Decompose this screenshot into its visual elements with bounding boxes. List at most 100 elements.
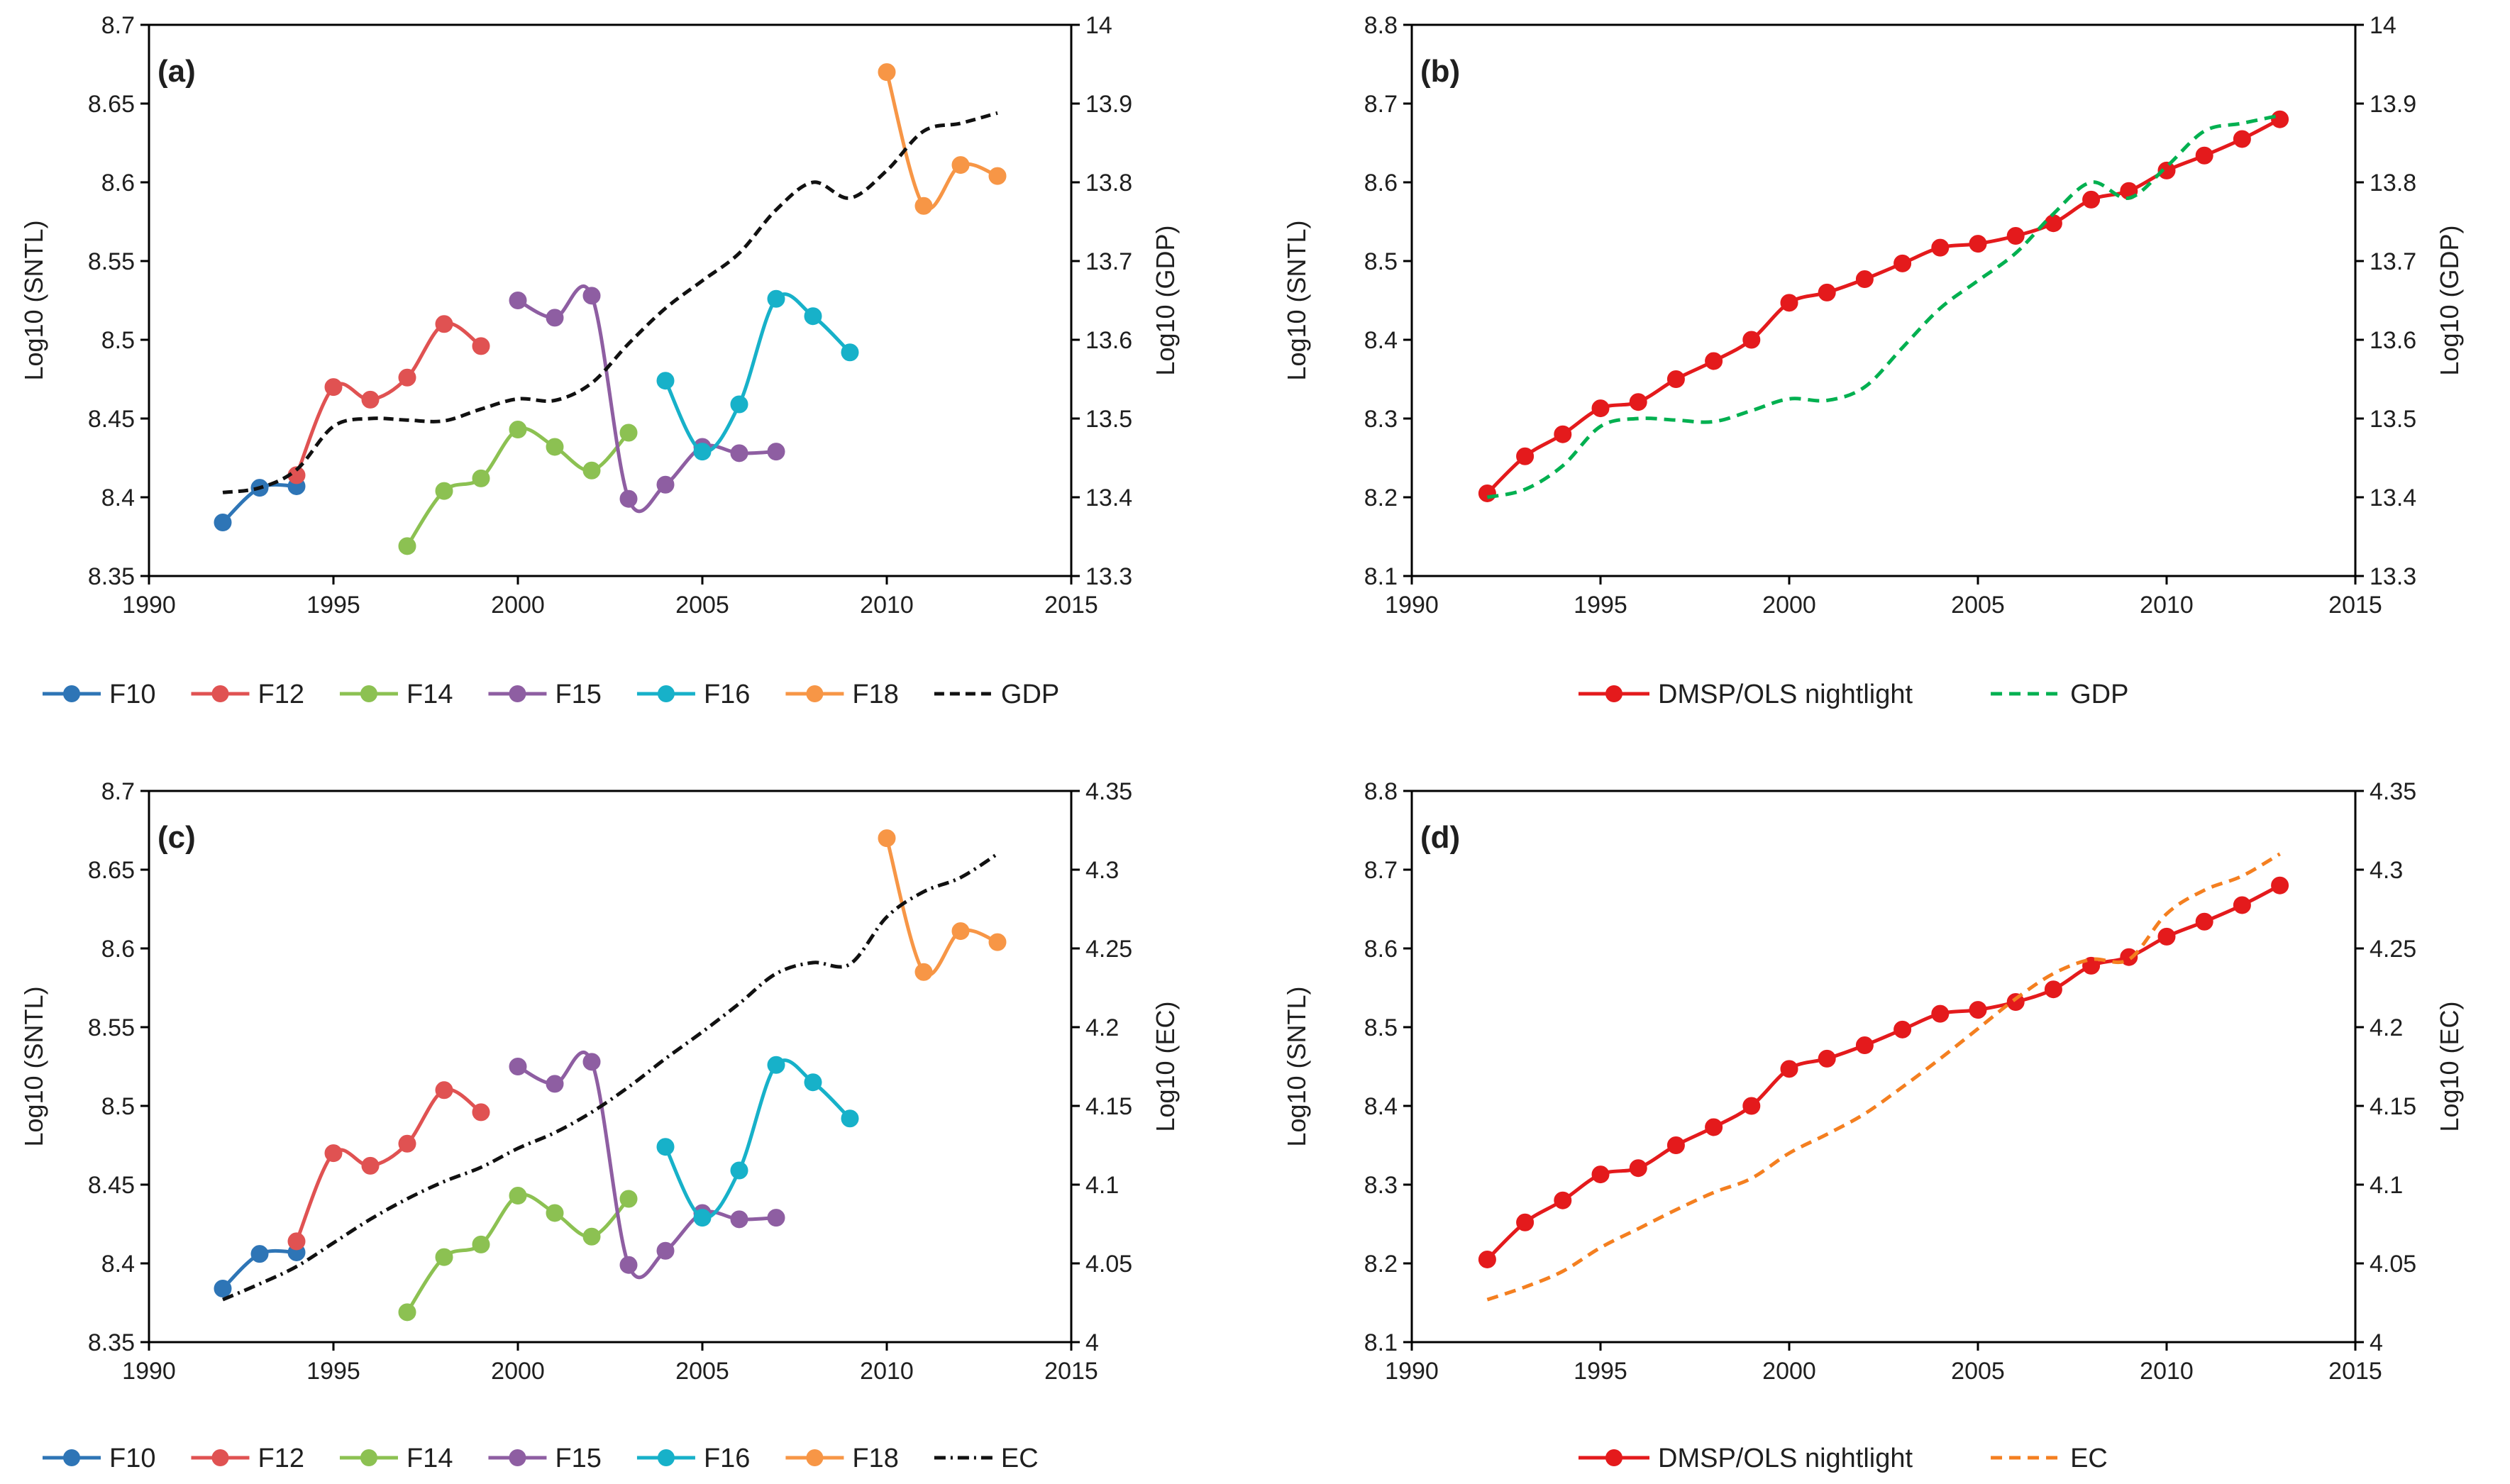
data-point: [546, 1075, 564, 1093]
y-tick-label: 8.45: [88, 1172, 135, 1199]
y-tick-label: 8.8: [1364, 12, 1398, 39]
data-point: [767, 1209, 785, 1227]
data-point: [914, 963, 933, 981]
legend-item-f15: F15: [488, 680, 602, 709]
data-point: [582, 1227, 601, 1246]
x-tick-label: 2015: [2328, 1358, 2382, 1385]
series-f16: [656, 289, 859, 461]
data-point: [582, 1053, 601, 1071]
y-tick-label: 8.4: [101, 1251, 135, 1278]
series-f12: [287, 315, 490, 484]
x-tick-label: 2005: [1951, 1358, 2005, 1385]
legend-item-f12: F12: [191, 680, 304, 709]
data-point: [1818, 1049, 1836, 1068]
y-axis-title: Log10 (SNTL): [19, 220, 48, 380]
y2-tick-label: 4.05: [2370, 1251, 2416, 1278]
y2-tick-label: 4: [1085, 1329, 1099, 1356]
x-tick-label: 2015: [1044, 592, 1098, 619]
series-line: [885, 71, 998, 211]
data-point: [841, 343, 859, 362]
series-line: [222, 111, 998, 494]
x-tick-label: 2010: [860, 592, 914, 619]
chart-panel-d: 1990 1995 2000 2005 2010 2015 8.1 8.2 8.3 8.4 8.5 8…: [1282, 778, 2464, 1473]
y-tick-label: 8.65: [88, 91, 135, 118]
series-line: [1486, 883, 2281, 1261]
legend-label: F14: [407, 680, 453, 709]
data-point: [1855, 270, 1874, 289]
data-point: [878, 63, 896, 82]
data-point: [1893, 1020, 1912, 1039]
y2-tick-label: 4.35: [2370, 778, 2416, 805]
data-point: [546, 309, 564, 327]
series-line: [294, 1087, 482, 1242]
series-f15: [509, 1051, 785, 1280]
data-point: [546, 1204, 564, 1222]
legend-item-f18: F18: [785, 680, 899, 709]
legend-label: F12: [258, 1444, 304, 1473]
y-axis-title: Log10 (SNTL): [19, 986, 48, 1146]
data-point: [1931, 238, 1950, 257]
data-point: [1554, 1191, 1572, 1209]
legend-label: F14: [407, 1444, 453, 1473]
data-point: [656, 1241, 675, 1260]
y2-tick-label: 13.6: [2370, 327, 2416, 354]
data-point: [1742, 1097, 1761, 1115]
series-line: [1486, 852, 2281, 1302]
legend-marker: [806, 1449, 824, 1466]
legend-item-f10: F10: [43, 1444, 155, 1473]
y2-tick-label: 4.15: [2370, 1093, 2416, 1120]
y-tick-label: 8.2: [1364, 484, 1398, 511]
data-point: [509, 292, 527, 309]
y2-tick-label: 13.8: [2370, 170, 2416, 196]
legend-item-gdp: GDP: [1991, 680, 2128, 709]
y-tick-label: 8.1: [1364, 563, 1398, 590]
legend-label: DMSP/OLS nightlight: [1658, 1444, 1913, 1473]
y2-tick-label: 13.9: [2370, 91, 2416, 118]
data-point: [2233, 130, 2251, 148]
data-point: [1591, 1165, 1610, 1184]
y2-tick-label: 14: [1085, 12, 1112, 39]
data-point: [435, 315, 453, 333]
data-point: [582, 287, 601, 305]
legend-item-f10: F10: [43, 680, 155, 709]
data-point: [361, 1156, 380, 1175]
legend-marker: [211, 685, 229, 702]
legend-d: DMSP/OLS nightlight EC: [1579, 1444, 2108, 1473]
data-point: [1666, 370, 1685, 388]
data-point: [2006, 226, 2025, 245]
data-point: [2157, 927, 2176, 946]
data-point: [951, 156, 970, 175]
data-point: [619, 489, 638, 508]
plot-frame-d: [1410, 790, 2357, 1344]
y2-axis-title: Log10 (EC): [2435, 1001, 2464, 1131]
data-point: [398, 537, 416, 555]
legend-label: F18: [852, 680, 898, 709]
y2-axis-title: Log10 (GDP): [1151, 225, 1180, 375]
data-point: [1742, 331, 1761, 349]
series-gdp: [1486, 113, 2281, 499]
data-point: [472, 469, 490, 487]
y-tick-label: 8.8: [1364, 778, 1398, 805]
data-point: [878, 829, 896, 848]
y-tick-label: 8.65: [88, 857, 135, 884]
data-point: [767, 289, 785, 308]
y-tick-label: 8.5: [1364, 1014, 1398, 1041]
data-point: [951, 922, 970, 941]
data-point: [509, 421, 527, 439]
data-point: [287, 1232, 306, 1251]
y2-tick-label: 4.2: [2370, 1014, 2403, 1041]
y-tick-label: 8.4: [1364, 1093, 1398, 1120]
y-axis-title: Log10 (SNTL): [1282, 220, 1311, 380]
plot-frame-b: [1410, 23, 2357, 577]
y2-tick-label: 13.8: [1085, 170, 1132, 196]
data-point: [1818, 283, 1836, 301]
series-f14: [398, 421, 638, 555]
series-f10: [214, 1243, 306, 1298]
y-tick-label: 8.45: [88, 406, 135, 433]
legend-marker: [63, 1449, 80, 1466]
legend-label: F12: [258, 680, 304, 709]
legend-label: EC: [2070, 1444, 2108, 1473]
series-f14: [398, 1187, 638, 1322]
legend-marker: [657, 1449, 675, 1466]
data-point: [619, 1256, 638, 1274]
